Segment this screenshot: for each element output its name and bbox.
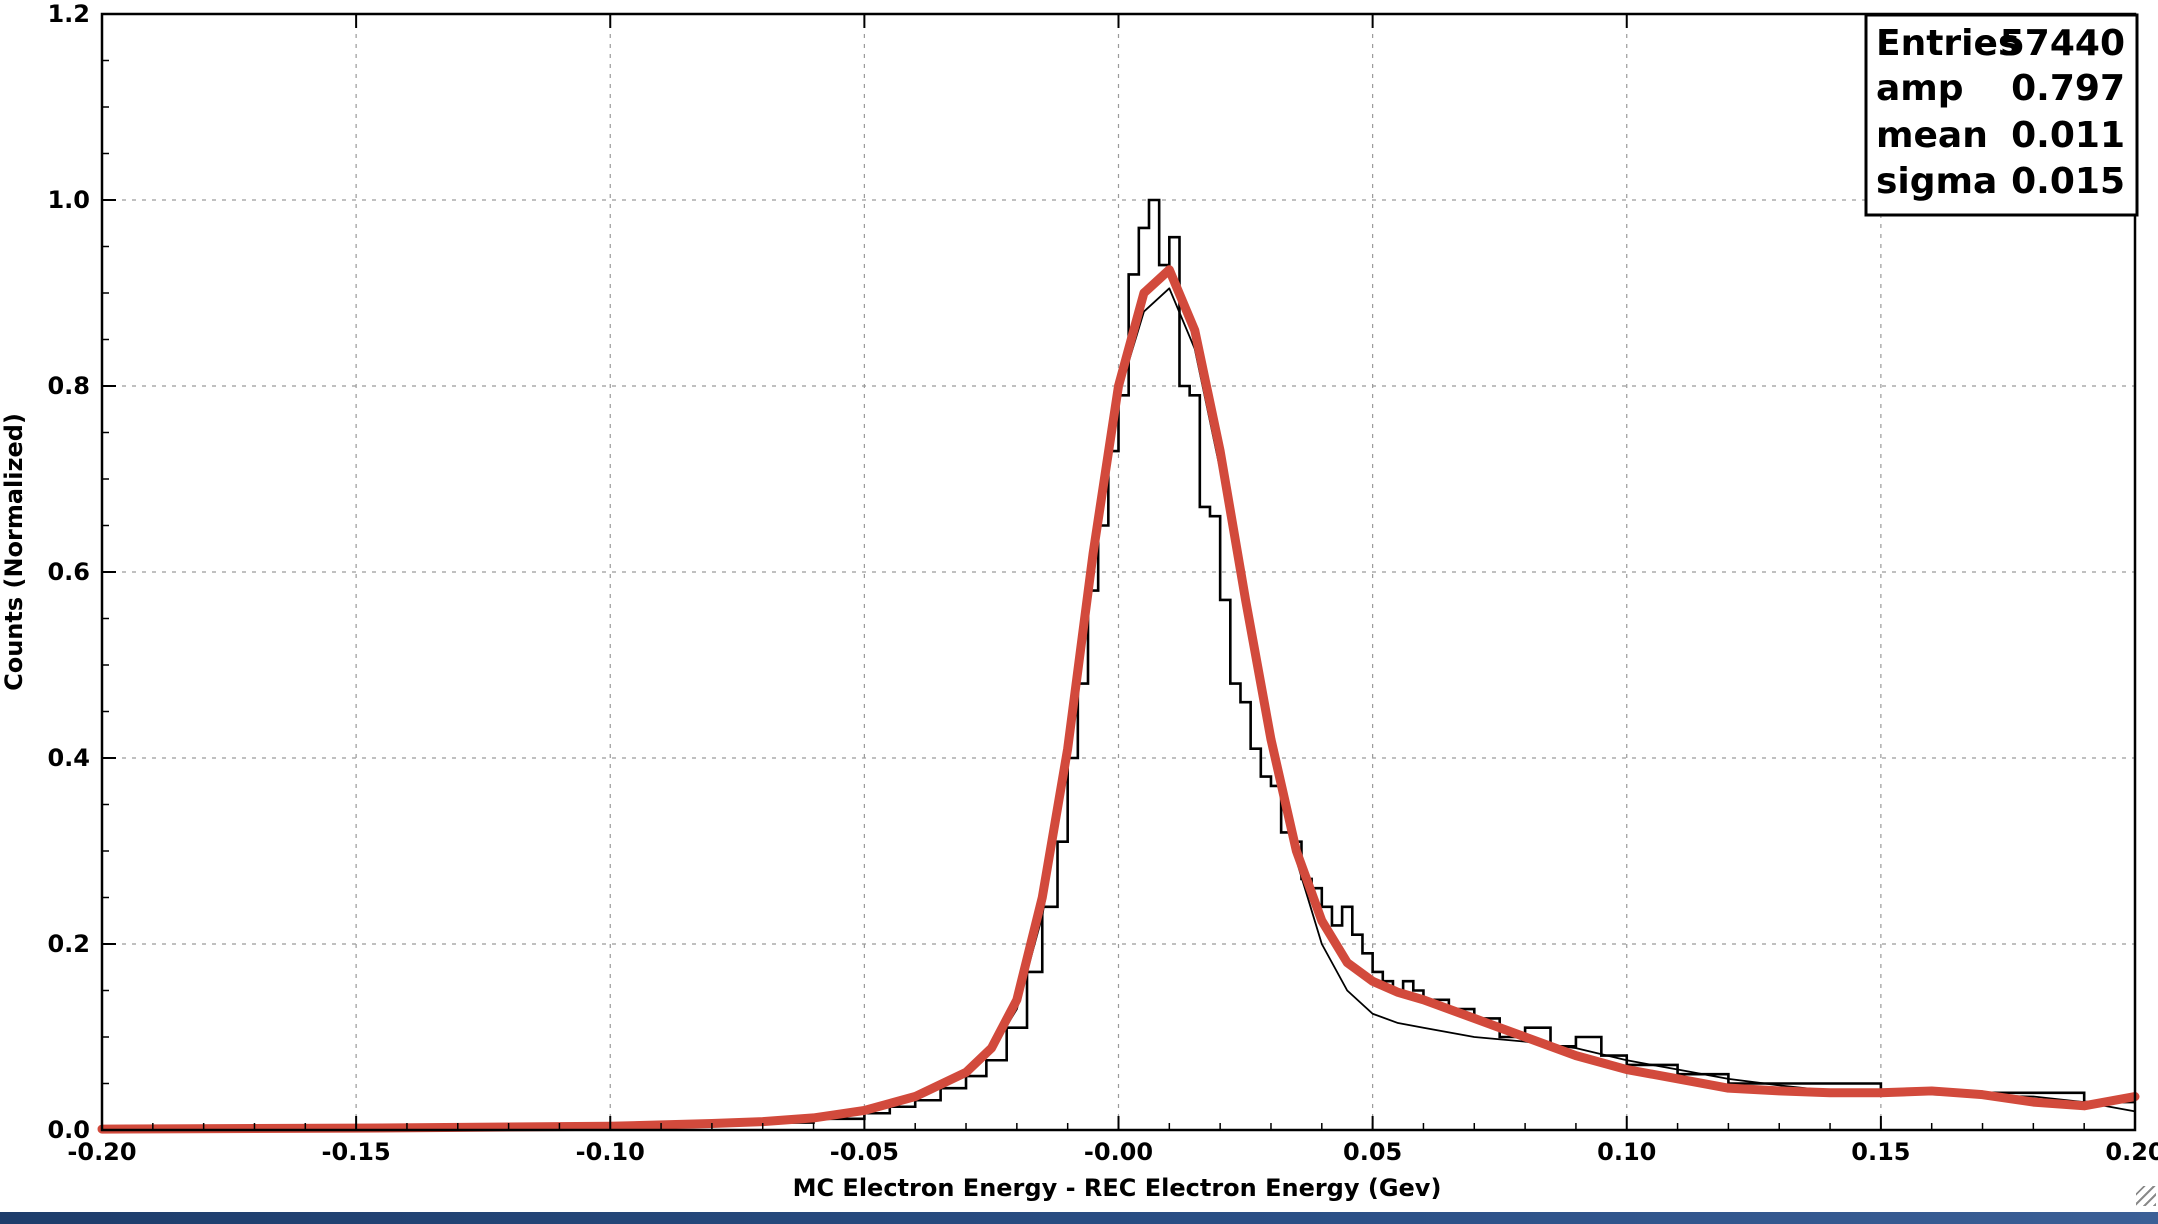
stats-value-entries: 57440 <box>2000 23 2125 64</box>
window-bottom-strip <box>0 1212 2158 1224</box>
x-tick-label: -0.20 <box>67 1138 136 1166</box>
x-tick-label: 0.10 <box>1597 1138 1656 1166</box>
stats-value-mean: 0.011 <box>2011 115 2125 156</box>
stats-box-frame <box>1864 13 2139 217</box>
resize-grip-icon[interactable] <box>2136 1186 2156 1206</box>
x-tick-label: 0.05 <box>1343 1138 1402 1166</box>
x-axis-title: MC Electron Energy - REC Electron Energy… <box>793 1174 1442 1202</box>
stats-label-mean: mean <box>1876 115 1988 156</box>
x-tick-label: 0.20 <box>2105 1138 2158 1166</box>
x-tick-label: -0.10 <box>576 1138 645 1166</box>
stats-label-sigma: sigma <box>1876 161 1997 202</box>
y-tick-label: 0.6 <box>47 558 90 586</box>
axis-ticks: -0.20 -0.15 -0.10 -0.05 -0.00 0.05 0.10 0.15 0.2… <box>47 0 2158 1166</box>
x-tick-label: -0.15 <box>322 1138 391 1166</box>
x-tick-label: -0.00 <box>1084 1138 1153 1166</box>
fit-curve-red <box>97 265 2140 1134</box>
x-tick-label: 0.15 <box>1851 1138 1910 1166</box>
y-tick-label: 0.4 <box>47 744 90 772</box>
stats-value-amp: 0.797 <box>2011 68 2125 109</box>
plot-frame <box>100 12 2137 1132</box>
plot-series <box>97 198 2140 1134</box>
stats-box: Entries 57440 amp 0.797 mean 0.011 sigma… <box>1864 13 2139 217</box>
stats-label-entries: Entries <box>1876 23 2019 64</box>
stats-value-sigma: 0.015 <box>2011 161 2125 202</box>
y-tick-label: 0.0 <box>47 1116 90 1144</box>
x-tick-label: -0.05 <box>830 1138 899 1166</box>
y-tick-label: 0.8 <box>47 372 90 400</box>
y-tick-label: 1.2 <box>47 0 90 28</box>
grid <box>102 14 2135 1130</box>
stats-label-amp: amp <box>1876 68 1964 109</box>
y-tick-label: 1.0 <box>47 186 90 214</box>
y-tick-label: 0.2 <box>47 930 90 958</box>
y-axis-title: Counts (Normalized) <box>0 413 28 691</box>
